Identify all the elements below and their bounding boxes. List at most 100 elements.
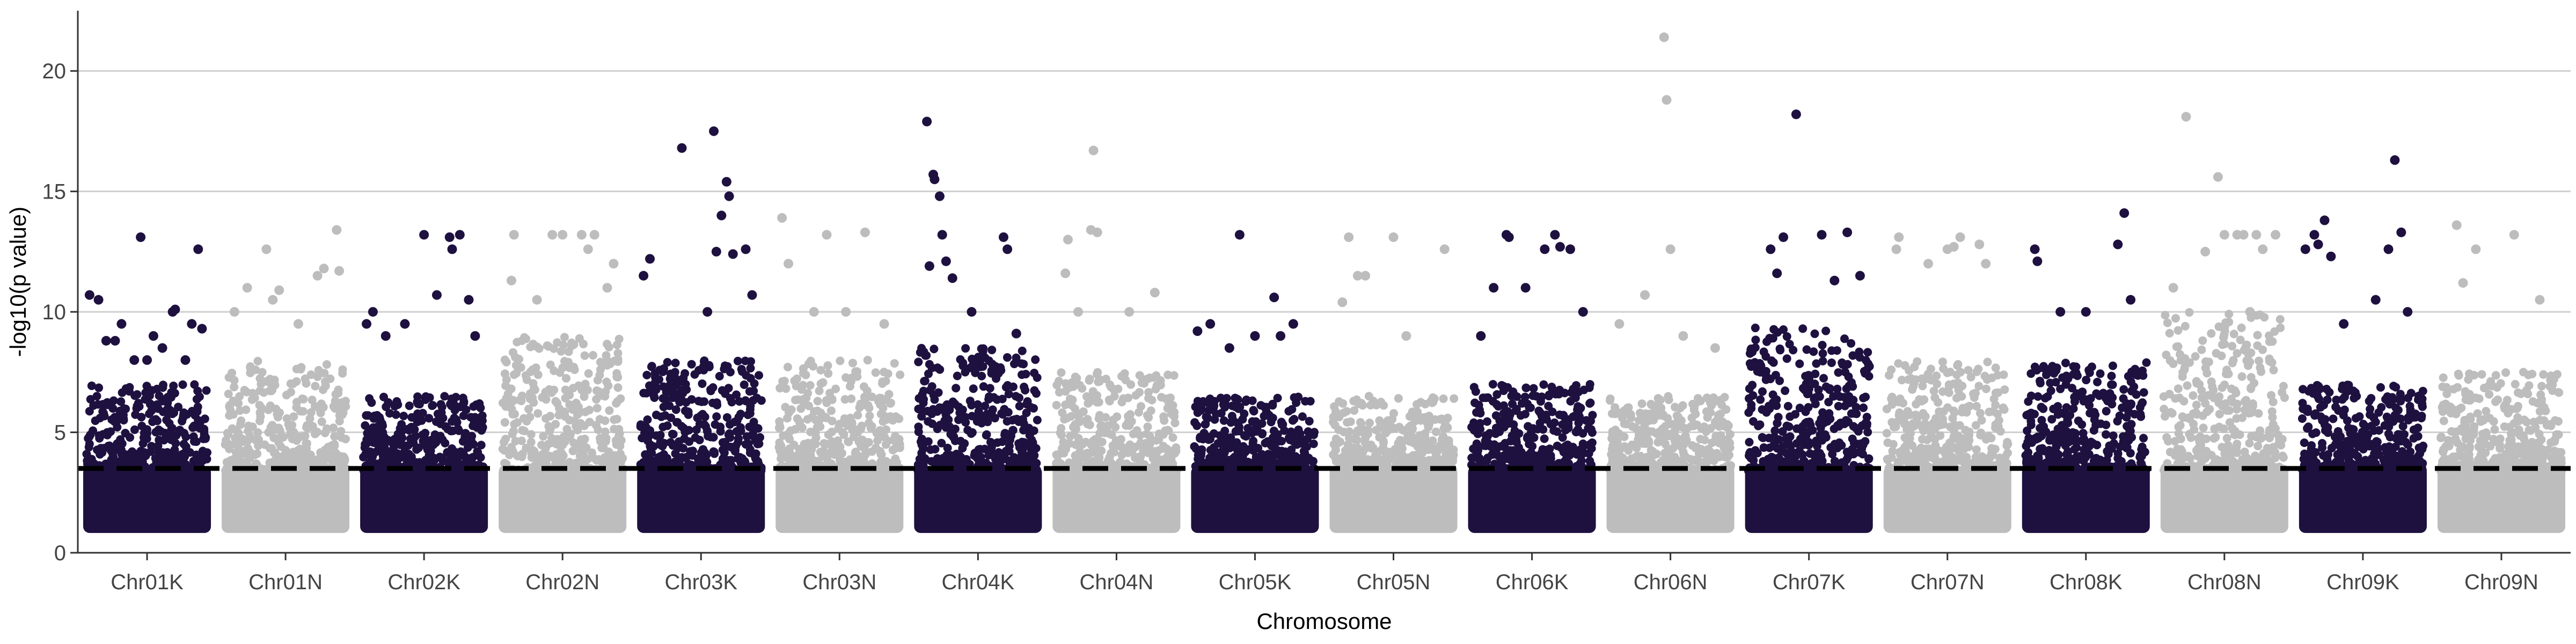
data-point	[1785, 412, 1795, 421]
data-point	[1547, 384, 1556, 393]
data-point	[998, 394, 1007, 404]
data-point	[1443, 423, 1452, 432]
data-point	[806, 381, 815, 390]
data-point	[1725, 430, 1735, 439]
peak-point	[193, 244, 203, 254]
data-point	[1483, 417, 1492, 426]
data-point	[818, 452, 828, 461]
data-point	[407, 413, 416, 422]
data-point	[609, 462, 618, 471]
data-point	[1293, 438, 1302, 448]
peak-point	[1269, 292, 1279, 303]
data-point	[192, 394, 201, 404]
data-point	[1071, 440, 1080, 449]
data-point	[1606, 394, 1615, 403]
peak-point	[1520, 283, 1531, 293]
data-point	[1419, 456, 1428, 465]
data-point	[1166, 393, 1175, 402]
data-point	[1863, 348, 1872, 357]
peak-point	[1659, 32, 1669, 42]
data-point	[505, 400, 514, 409]
data-point	[1268, 439, 1277, 448]
data-point	[1659, 410, 1668, 419]
data-point	[574, 402, 583, 412]
data-point	[991, 462, 1000, 471]
data-point	[330, 440, 339, 449]
data-point	[727, 456, 736, 465]
data-point	[1759, 433, 1768, 442]
data-point	[158, 383, 167, 392]
data-point	[882, 425, 891, 434]
data-point	[647, 362, 656, 371]
data-point	[1033, 373, 1042, 382]
data-point	[1827, 346, 1836, 355]
data-point	[1512, 392, 1521, 401]
data-point	[1242, 395, 1251, 404]
data-point	[423, 438, 432, 447]
data-point	[654, 457, 663, 466]
data-point	[1117, 442, 1126, 451]
data-point	[1569, 384, 1578, 393]
data-point	[1356, 427, 1365, 436]
data-point	[198, 447, 207, 456]
data-point	[159, 436, 169, 445]
data-point	[1147, 396, 1157, 405]
data-point	[804, 401, 814, 411]
data-point	[876, 447, 885, 456]
data-point	[82, 450, 91, 459]
peak-point	[1678, 331, 1688, 341]
peak-point	[1665, 244, 1675, 254]
data-point	[844, 437, 853, 446]
data-point	[574, 409, 583, 418]
data-point	[1005, 447, 1014, 456]
data-point	[367, 398, 376, 407]
data-point	[1070, 404, 1079, 413]
data-point	[167, 388, 176, 397]
data-point	[1105, 453, 1114, 462]
data-point	[533, 370, 543, 379]
data-point	[169, 449, 178, 458]
data-point	[225, 444, 234, 453]
data-point	[518, 426, 527, 435]
data-point	[867, 447, 876, 456]
data-point	[1365, 419, 1374, 428]
data-point	[181, 442, 191, 451]
data-point	[1539, 425, 1548, 434]
data-point	[602, 377, 611, 386]
peak-point	[576, 230, 587, 240]
data-point	[663, 358, 672, 367]
data-point	[1570, 391, 1579, 400]
peak-point	[589, 230, 599, 240]
data-point	[857, 421, 866, 430]
data-point	[562, 374, 571, 383]
peak-point	[1002, 244, 1013, 254]
peak-point	[400, 319, 410, 329]
data-point	[1588, 411, 1597, 420]
data-point	[847, 418, 857, 427]
data-point	[1097, 437, 1107, 447]
point-band	[775, 466, 904, 533]
data-point	[1226, 418, 1235, 427]
peak-point	[941, 256, 951, 266]
data-point	[952, 384, 961, 393]
data-point	[450, 413, 459, 422]
data-point	[399, 412, 408, 421]
data-point	[738, 454, 747, 463]
data-point	[414, 416, 423, 426]
data-point	[734, 437, 743, 447]
data-point	[678, 444, 687, 453]
data-point	[642, 389, 651, 398]
data-point	[1111, 436, 1121, 445]
data-point	[288, 421, 297, 430]
data-point	[679, 423, 688, 433]
data-point	[556, 447, 565, 456]
data-point	[1350, 406, 1359, 415]
peak-point	[724, 191, 734, 201]
data-point	[1111, 422, 1120, 431]
data-point	[797, 423, 807, 432]
data-point	[859, 456, 868, 465]
data-point	[891, 412, 901, 421]
point-band	[499, 466, 627, 533]
data-point	[1055, 387, 1064, 397]
data-point	[94, 445, 104, 455]
